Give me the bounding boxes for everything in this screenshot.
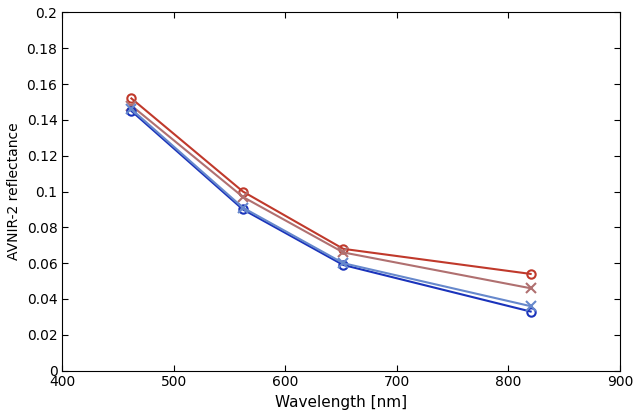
Discoloration 2 [339,250,347,255]
Non-discoloration 2 [339,261,347,266]
Discoloration 2 [527,286,534,291]
Line: Discoloration 2: Discoloration 2 [127,101,536,293]
Non-discoloration 1 [239,207,247,212]
Discoloration 1 [339,246,347,251]
X-axis label: Wavelength [nm]: Wavelength [nm] [275,395,407,410]
Discoloration 2 [127,103,135,108]
Discoloration 1 [527,271,534,276]
Non-discoloration 1 [127,108,135,113]
Discoloration 1 [239,189,247,194]
Y-axis label: AVNIR-2 reflectance: AVNIR-2 reflectance [7,123,21,260]
Non-discoloration 1 [339,262,347,267]
Discoloration 1 [127,96,135,101]
Non-discoloration 1 [527,309,534,314]
Line: Non-discoloration 2: Non-discoloration 2 [127,104,536,311]
Non-discoloration 2 [127,107,135,112]
Line: Non-discoloration 1: Non-discoloration 1 [127,107,535,316]
Non-discoloration 2 [527,304,534,309]
Discoloration 2 [239,194,247,199]
Line: Discoloration 1: Discoloration 1 [127,94,535,278]
Non-discoloration 2 [239,205,247,210]
